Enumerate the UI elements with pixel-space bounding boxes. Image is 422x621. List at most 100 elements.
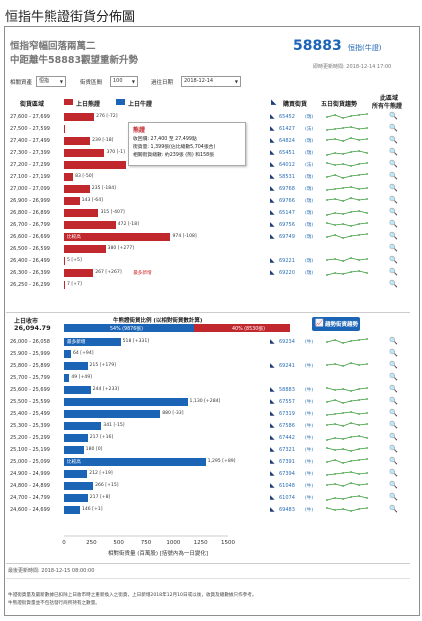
search-icon[interactable]: 🔍 xyxy=(389,196,398,204)
trend-sparkline[interactable] xyxy=(326,337,368,347)
search-icon[interactable]: 🔍 xyxy=(389,160,398,168)
trend-sparkline[interactable] xyxy=(326,136,368,146)
warrant-code-link[interactable]: 67394 xyxy=(279,471,295,477)
bull-bar[interactable] xyxy=(64,506,80,514)
bull-bar[interactable] xyxy=(64,458,206,466)
range-select[interactable]: 100 ▼ xyxy=(110,76,138,87)
bull-bar[interactable] xyxy=(64,338,121,346)
warrant-code-link[interactable]: 69766 xyxy=(279,198,295,204)
trend-sparkline[interactable] xyxy=(326,220,368,230)
search-icon[interactable]: 🔍 xyxy=(389,373,398,381)
bull-bar[interactable] xyxy=(64,482,94,490)
search-icon[interactable]: 🔍 xyxy=(389,208,398,216)
search-icon[interactable]: 🔍 xyxy=(389,493,398,501)
warrant-code-link[interactable]: 61048 xyxy=(279,483,295,489)
trend-sparkline[interactable] xyxy=(326,457,368,467)
warrant-code-link[interactable]: 61074 xyxy=(279,495,295,501)
trend-button[interactable]: 📈 趨勢街貨趨勢 xyxy=(312,317,360,331)
bear-bar[interactable] xyxy=(64,113,95,121)
bear-bar[interactable] xyxy=(64,149,105,157)
search-icon[interactable]: 🔍 xyxy=(389,172,398,180)
search-icon[interactable]: 🔍 xyxy=(389,148,398,156)
search-icon[interactable]: 🔍 xyxy=(389,445,398,453)
search-icon[interactable]: 🔍 xyxy=(389,505,398,513)
search-icon[interactable]: 🔍 xyxy=(389,232,398,240)
warrant-code-link[interactable]: 67391 xyxy=(279,459,295,465)
warrant-code-link[interactable]: 64012 xyxy=(279,162,295,168)
warrant-code-link[interactable]: 69234 xyxy=(279,339,295,345)
search-icon[interactable]: 🔍 xyxy=(389,397,398,405)
trend-sparkline[interactable] xyxy=(326,493,368,503)
trend-sparkline[interactable] xyxy=(326,397,368,407)
search-icon[interactable]: 🔍 xyxy=(389,124,398,132)
bull-bar[interactable] xyxy=(64,398,188,406)
trend-sparkline[interactable] xyxy=(326,196,368,206)
trend-sparkline[interactable] xyxy=(326,385,368,395)
search-icon[interactable]: 🔍 xyxy=(389,481,398,489)
bear-bar[interactable] xyxy=(64,221,116,229)
trend-sparkline[interactable] xyxy=(326,172,368,182)
bear-bar[interactable] xyxy=(64,245,106,253)
warrant-code-link[interactable]: 69221 xyxy=(279,258,295,264)
warrant-code-link[interactable]: 64824 xyxy=(279,138,295,144)
bear-bar[interactable] xyxy=(64,125,65,133)
trend-sparkline[interactable] xyxy=(326,268,368,278)
search-icon[interactable]: 🔍 xyxy=(389,280,398,288)
warrant-code-link[interactable]: 69241 xyxy=(279,363,295,369)
trend-sparkline[interactable] xyxy=(326,160,368,170)
search-icon[interactable]: 🔍 xyxy=(389,244,398,252)
trend-sparkline[interactable] xyxy=(326,232,368,242)
trend-sparkline[interactable] xyxy=(326,505,368,515)
bear-bar[interactable] xyxy=(64,257,65,265)
bull-bar[interactable] xyxy=(64,494,88,502)
bull-bar[interactable] xyxy=(64,374,70,382)
bear-bar[interactable] xyxy=(64,281,65,289)
warrant-code-link[interactable]: 67586 xyxy=(279,423,295,429)
trend-sparkline[interactable] xyxy=(326,148,368,158)
bear-bar[interactable] xyxy=(64,185,90,193)
warrant-code-link[interactable]: 69220 xyxy=(279,270,295,276)
search-icon[interactable]: 🔍 xyxy=(389,337,398,345)
trend-sparkline[interactable] xyxy=(326,481,368,491)
search-icon[interactable]: 🔍 xyxy=(389,184,398,192)
main-code[interactable]: 58883 xyxy=(293,38,342,54)
asset-select[interactable]: 恒指 ▼ xyxy=(36,76,66,87)
bear-bar[interactable] xyxy=(64,197,80,205)
warrant-code-link[interactable]: 65452 xyxy=(279,114,295,120)
trend-sparkline[interactable] xyxy=(326,361,368,371)
warrant-code-link[interactable]: 69749 xyxy=(279,234,295,240)
bull-bar[interactable] xyxy=(64,470,88,478)
warrant-code-link[interactable]: 67557 xyxy=(279,399,295,405)
search-icon[interactable]: 🔍 xyxy=(389,361,398,369)
search-icon[interactable]: 🔍 xyxy=(389,421,398,429)
search-icon[interactable]: 🔍 xyxy=(389,457,398,465)
warrant-code-link[interactable]: 67442 xyxy=(279,435,295,441)
warrant-code-link[interactable]: 69768 xyxy=(279,186,295,192)
bull-bar[interactable] xyxy=(64,362,88,370)
bull-bar[interactable] xyxy=(64,410,161,418)
trend-sparkline[interactable] xyxy=(326,184,368,194)
trend-sparkline[interactable] xyxy=(326,421,368,431)
bull-bar[interactable] xyxy=(64,350,71,358)
trend-sparkline[interactable] xyxy=(326,208,368,218)
search-icon[interactable]: 🔍 xyxy=(389,469,398,477)
warrant-code-link[interactable]: 67319 xyxy=(279,411,295,417)
warrant-code-link[interactable]: 65451 xyxy=(279,150,295,156)
bear-bar[interactable] xyxy=(64,173,74,181)
trend-sparkline[interactable] xyxy=(326,124,368,134)
search-icon[interactable]: 🔍 xyxy=(389,349,398,357)
trend-sparkline[interactable] xyxy=(326,256,368,266)
bull-bar[interactable] xyxy=(64,386,91,394)
bear-bar[interactable] xyxy=(64,161,126,169)
warrant-code-link[interactable]: 69756 xyxy=(279,222,295,228)
warrant-code-link[interactable]: 58883 xyxy=(279,387,295,393)
trend-sparkline[interactable] xyxy=(326,433,368,443)
search-icon[interactable]: 🔍 xyxy=(389,112,398,120)
search-icon[interactable]: 🔍 xyxy=(389,256,398,264)
bull-bar[interactable] xyxy=(64,434,88,442)
bear-bar[interactable] xyxy=(64,137,91,145)
bear-bar[interactable] xyxy=(64,209,99,217)
date-select[interactable]: 2018-12-14 ▼ xyxy=(181,76,241,87)
search-icon[interactable]: 🔍 xyxy=(389,433,398,441)
trend-sparkline[interactable] xyxy=(326,409,368,419)
